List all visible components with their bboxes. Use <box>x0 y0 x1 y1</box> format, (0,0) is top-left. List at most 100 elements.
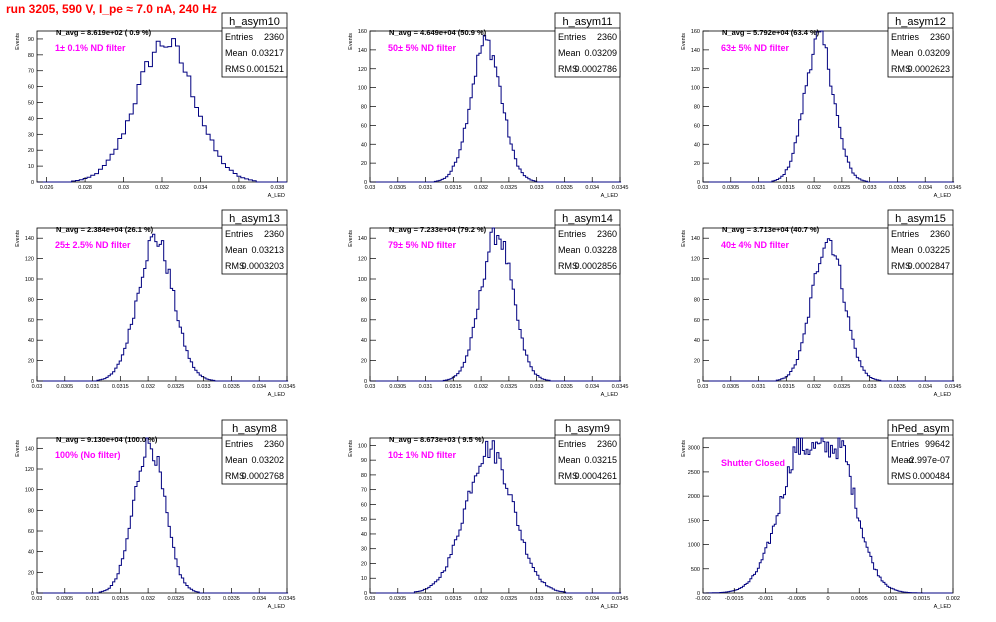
filter-label: 40± 4% ND filter <box>721 240 789 250</box>
x-tick-label: 0.032 <box>155 185 169 191</box>
x-tick-label: 0.036 <box>232 185 246 191</box>
x-tick-label: 0.032 <box>474 596 488 602</box>
x-tick-label: 0.031 <box>419 596 433 602</box>
stats-entries-label: Entries <box>225 32 254 42</box>
stats-entries-value: 99642 <box>925 439 950 449</box>
stats-box <box>554 419 621 485</box>
y-tick-label: 60 <box>694 318 700 324</box>
stats-entries-value: 2360 <box>264 32 284 42</box>
histogram-line <box>37 437 289 594</box>
x-tick-label: 0.002 <box>946 596 960 602</box>
x-tick-label: 0.031 <box>752 384 766 390</box>
x-tick-label: 0.0325 <box>167 384 184 390</box>
x-tick-label: 0.033 <box>530 185 544 191</box>
y-tick-label: 20 <box>28 148 34 154</box>
x-tick-label: 0.0345 <box>612 596 629 602</box>
stats-entries-value: 2360 <box>597 32 617 42</box>
y-tick-label: 100 <box>358 443 367 449</box>
x-tick-label: 0.0345 <box>945 185 962 191</box>
y-axis-title: Events <box>681 33 687 50</box>
y-tick-label: 0 <box>364 591 367 597</box>
stats-mean-label: Mean <box>225 455 248 465</box>
y-tick-label: 60 <box>28 318 34 324</box>
y-tick-label: 60 <box>361 502 367 508</box>
filter-label: 1± 0.1% ND filter <box>55 43 126 53</box>
plot-frame <box>36 437 288 594</box>
y-tick-label: 20 <box>28 359 34 365</box>
stats-box <box>554 209 621 275</box>
plot-frame <box>702 227 954 382</box>
x-tick-label: 0.034 <box>585 384 599 390</box>
plot-frame <box>369 227 621 382</box>
x-tick-label: 0.0005 <box>851 596 868 602</box>
stats-rms-label: RMS <box>225 261 245 271</box>
filter-label: 100% (No filter) <box>55 450 121 460</box>
y-tick-label: 40 <box>28 338 34 344</box>
x-tick-label: 0.0345 <box>945 384 962 390</box>
x-tick-label: 0.0325 <box>833 185 850 191</box>
navg-label: N_avg = 8.619e+02 ( 0.9 %) <box>56 28 152 37</box>
y-axis-title: Events <box>348 440 354 457</box>
y-tick-label: 90 <box>28 37 34 43</box>
y-tick-label: 0 <box>31 379 34 385</box>
x-tick-label: 0.0335 <box>556 596 573 602</box>
x-tick-label: 0.031 <box>86 596 100 602</box>
y-tick-label: 2500 <box>688 470 700 476</box>
y-tick-label: 140 <box>25 446 34 452</box>
stats-entries-value: 2360 <box>930 229 950 239</box>
stats-mean-label: Mean <box>558 455 581 465</box>
x-tick-label: 0.0315 <box>445 596 462 602</box>
stats-rms-label: RMS <box>225 64 245 74</box>
stats-title: h_asym14 <box>562 213 613 225</box>
stats-title: h_asym11 <box>563 16 613 28</box>
stats-entries-value: 2360 <box>930 32 950 42</box>
x-tick-label: 0.0325 <box>833 384 850 390</box>
stats-rms-value: 0.0002623 <box>907 64 950 74</box>
x-tick-label: 0.0305 <box>722 185 739 191</box>
x-axis-title: A_LED <box>268 193 285 199</box>
x-tick-label: 0.028 <box>78 185 92 191</box>
stats-box <box>221 12 288 78</box>
x-tick-label: 0.0315 <box>112 384 129 390</box>
y-tick-label: 0 <box>697 379 700 385</box>
stats-rms-value: 0.0004261 <box>574 471 617 481</box>
x-tick-label: 0.03 <box>698 384 709 390</box>
stats-mean-label: Mean <box>558 245 581 255</box>
stats-rms-label: RMS <box>558 64 578 74</box>
x-tick-label: 0.03 <box>365 596 376 602</box>
y-tick-label: 20 <box>361 359 367 365</box>
stats-title: hPed_asym <box>891 423 949 435</box>
navg-label: N_avg = 3.713e+04 (40.7 %) <box>722 225 820 234</box>
stats-title: h_asym9 <box>565 423 610 435</box>
panel-h_asym9: 0.03 0.0305 0.031 0.0315 0.032 0.0325 0.033 0.0… <box>348 419 629 610</box>
y-tick-label: 160 <box>358 29 367 35</box>
stats-rms-label: RMS <box>891 64 911 74</box>
stats-rms-value: 0.000484 <box>912 471 950 481</box>
stats-entries-label: Entries <box>558 229 587 239</box>
stats-rms-label: RMS <box>891 471 911 481</box>
run-title: run 3205, 590 V, I_pe ≈ 7.0 nA, 240 Hz <box>6 2 217 16</box>
x-axis-title: A_LED <box>934 392 951 398</box>
stats-box <box>887 12 954 78</box>
x-tick-label: 0.0305 <box>722 384 739 390</box>
y-tick-label: 60 <box>28 85 34 91</box>
x-tick-label: 0.033 <box>863 185 877 191</box>
y-tick-label: 40 <box>361 532 367 538</box>
y-tick-label: 120 <box>25 467 34 473</box>
stats-title: h_asym12 <box>895 16 946 28</box>
y-tick-label: 70 <box>28 69 34 75</box>
plot-frame <box>369 437 621 594</box>
stats-rms-value: 0.0002847 <box>907 261 950 271</box>
stats-rms-value: 0.0002786 <box>574 64 617 74</box>
x-tick-label: 0.0325 <box>500 596 517 602</box>
stats-mean-value: 0.03209 <box>917 48 950 58</box>
y-tick-label: 140 <box>358 236 367 242</box>
stats-rms-label: RMS <box>558 261 578 271</box>
stats-entries-label: Entries <box>225 229 254 239</box>
filter-label: 63± 5% ND filter <box>721 43 789 53</box>
y-axis-title: Events <box>348 33 354 50</box>
panel-h_asym8: 0.03 0.0305 0.031 0.0315 0.032 0.0325 0.033 0.0… <box>15 419 295 610</box>
x-tick-label: 0.032 <box>474 185 488 191</box>
y-tick-label: 30 <box>28 132 34 138</box>
